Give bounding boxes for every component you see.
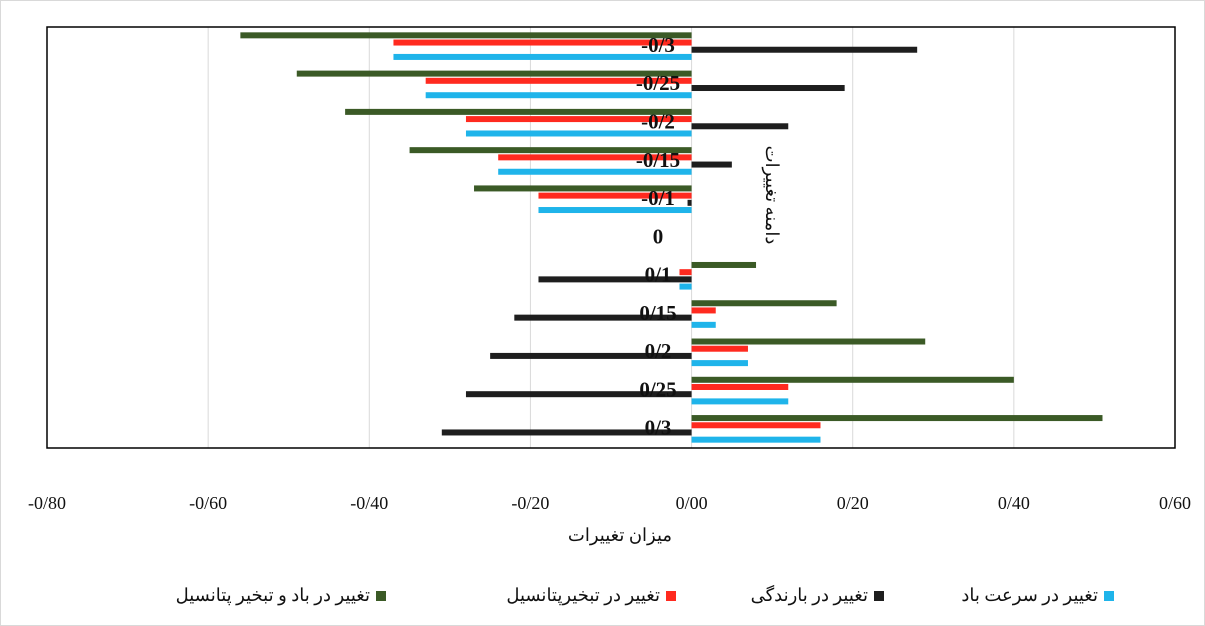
bar bbox=[691, 436, 821, 443]
bar bbox=[465, 130, 692, 137]
bar bbox=[691, 123, 789, 130]
legend-swatch bbox=[1104, 591, 1114, 601]
bar bbox=[691, 345, 748, 352]
bar bbox=[691, 307, 716, 314]
y-tick-label: -0/3 bbox=[641, 33, 675, 57]
bar bbox=[691, 383, 789, 390]
bar bbox=[345, 108, 692, 115]
x-tick-label: 0/20 bbox=[837, 493, 869, 513]
x-tick-label: -0/20 bbox=[511, 493, 549, 513]
y-tick-label: -0/1 bbox=[641, 186, 675, 210]
y-tick-label: 0/3 bbox=[645, 416, 672, 440]
bar bbox=[691, 398, 789, 405]
legend-swatch bbox=[376, 591, 386, 601]
x-tick-label: 0/60 bbox=[1159, 493, 1191, 513]
y-tick-label: -0/15 bbox=[636, 148, 680, 172]
bar bbox=[538, 207, 692, 214]
x-tick-label: 0/40 bbox=[998, 493, 1030, 513]
legend-label: تغییر در تبخیرپتانسیل bbox=[506, 585, 660, 606]
bar bbox=[498, 154, 692, 161]
bar bbox=[514, 314, 692, 321]
bar bbox=[691, 300, 837, 307]
legend-swatch bbox=[666, 591, 676, 601]
y-tick-label: -0/25 bbox=[636, 71, 680, 95]
bar bbox=[393, 39, 692, 46]
bar bbox=[691, 415, 1103, 422]
bar bbox=[691, 376, 1014, 383]
y-tick-label: 0/15 bbox=[639, 301, 676, 325]
x-axis-title: میزان تغییرات bbox=[568, 525, 672, 546]
bar bbox=[691, 46, 918, 53]
bar bbox=[425, 77, 692, 84]
bar bbox=[691, 161, 732, 168]
plot-border bbox=[46, 26, 1176, 449]
y-tick-label: 0/1 bbox=[645, 263, 672, 287]
x-tick-label: -0/40 bbox=[350, 493, 388, 513]
y-tick-label: 0 bbox=[653, 224, 664, 248]
bar bbox=[393, 53, 692, 60]
bar bbox=[240, 32, 692, 39]
y-tick-label: 0/2 bbox=[645, 339, 672, 363]
x-tick-label: 0/00 bbox=[676, 493, 708, 513]
y-axis-title: دامنه تغییرات bbox=[761, 146, 782, 245]
legend-label: تغییر در بارندگی bbox=[751, 584, 868, 606]
bar bbox=[691, 338, 926, 345]
bar bbox=[687, 199, 692, 206]
bar bbox=[474, 185, 692, 192]
x-tick-label: -0/60 bbox=[189, 493, 227, 513]
bar bbox=[691, 321, 716, 328]
bar bbox=[691, 85, 845, 92]
bar bbox=[679, 269, 692, 276]
bar bbox=[409, 147, 692, 154]
y-tick-label: 0/25 bbox=[639, 377, 676, 401]
bar bbox=[296, 70, 692, 77]
bar bbox=[441, 429, 692, 436]
x-tick-label: -0/80 bbox=[28, 493, 66, 513]
legend-label: تغییر در باد و تبخیر پتانسیل bbox=[176, 585, 370, 606]
legend-swatch bbox=[874, 591, 884, 601]
bar bbox=[465, 391, 692, 398]
bar bbox=[490, 352, 692, 359]
bar bbox=[498, 168, 692, 175]
y-tick-label: -0/2 bbox=[641, 109, 675, 133]
bar bbox=[691, 422, 821, 429]
bar bbox=[538, 192, 692, 199]
bar bbox=[691, 261, 757, 268]
bar bbox=[425, 92, 692, 99]
bar bbox=[465, 116, 692, 123]
bar bbox=[691, 360, 748, 367]
legend-label: تغییر در سرعت باد bbox=[961, 585, 1098, 606]
bar bbox=[538, 276, 692, 283]
bar bbox=[679, 283, 692, 290]
